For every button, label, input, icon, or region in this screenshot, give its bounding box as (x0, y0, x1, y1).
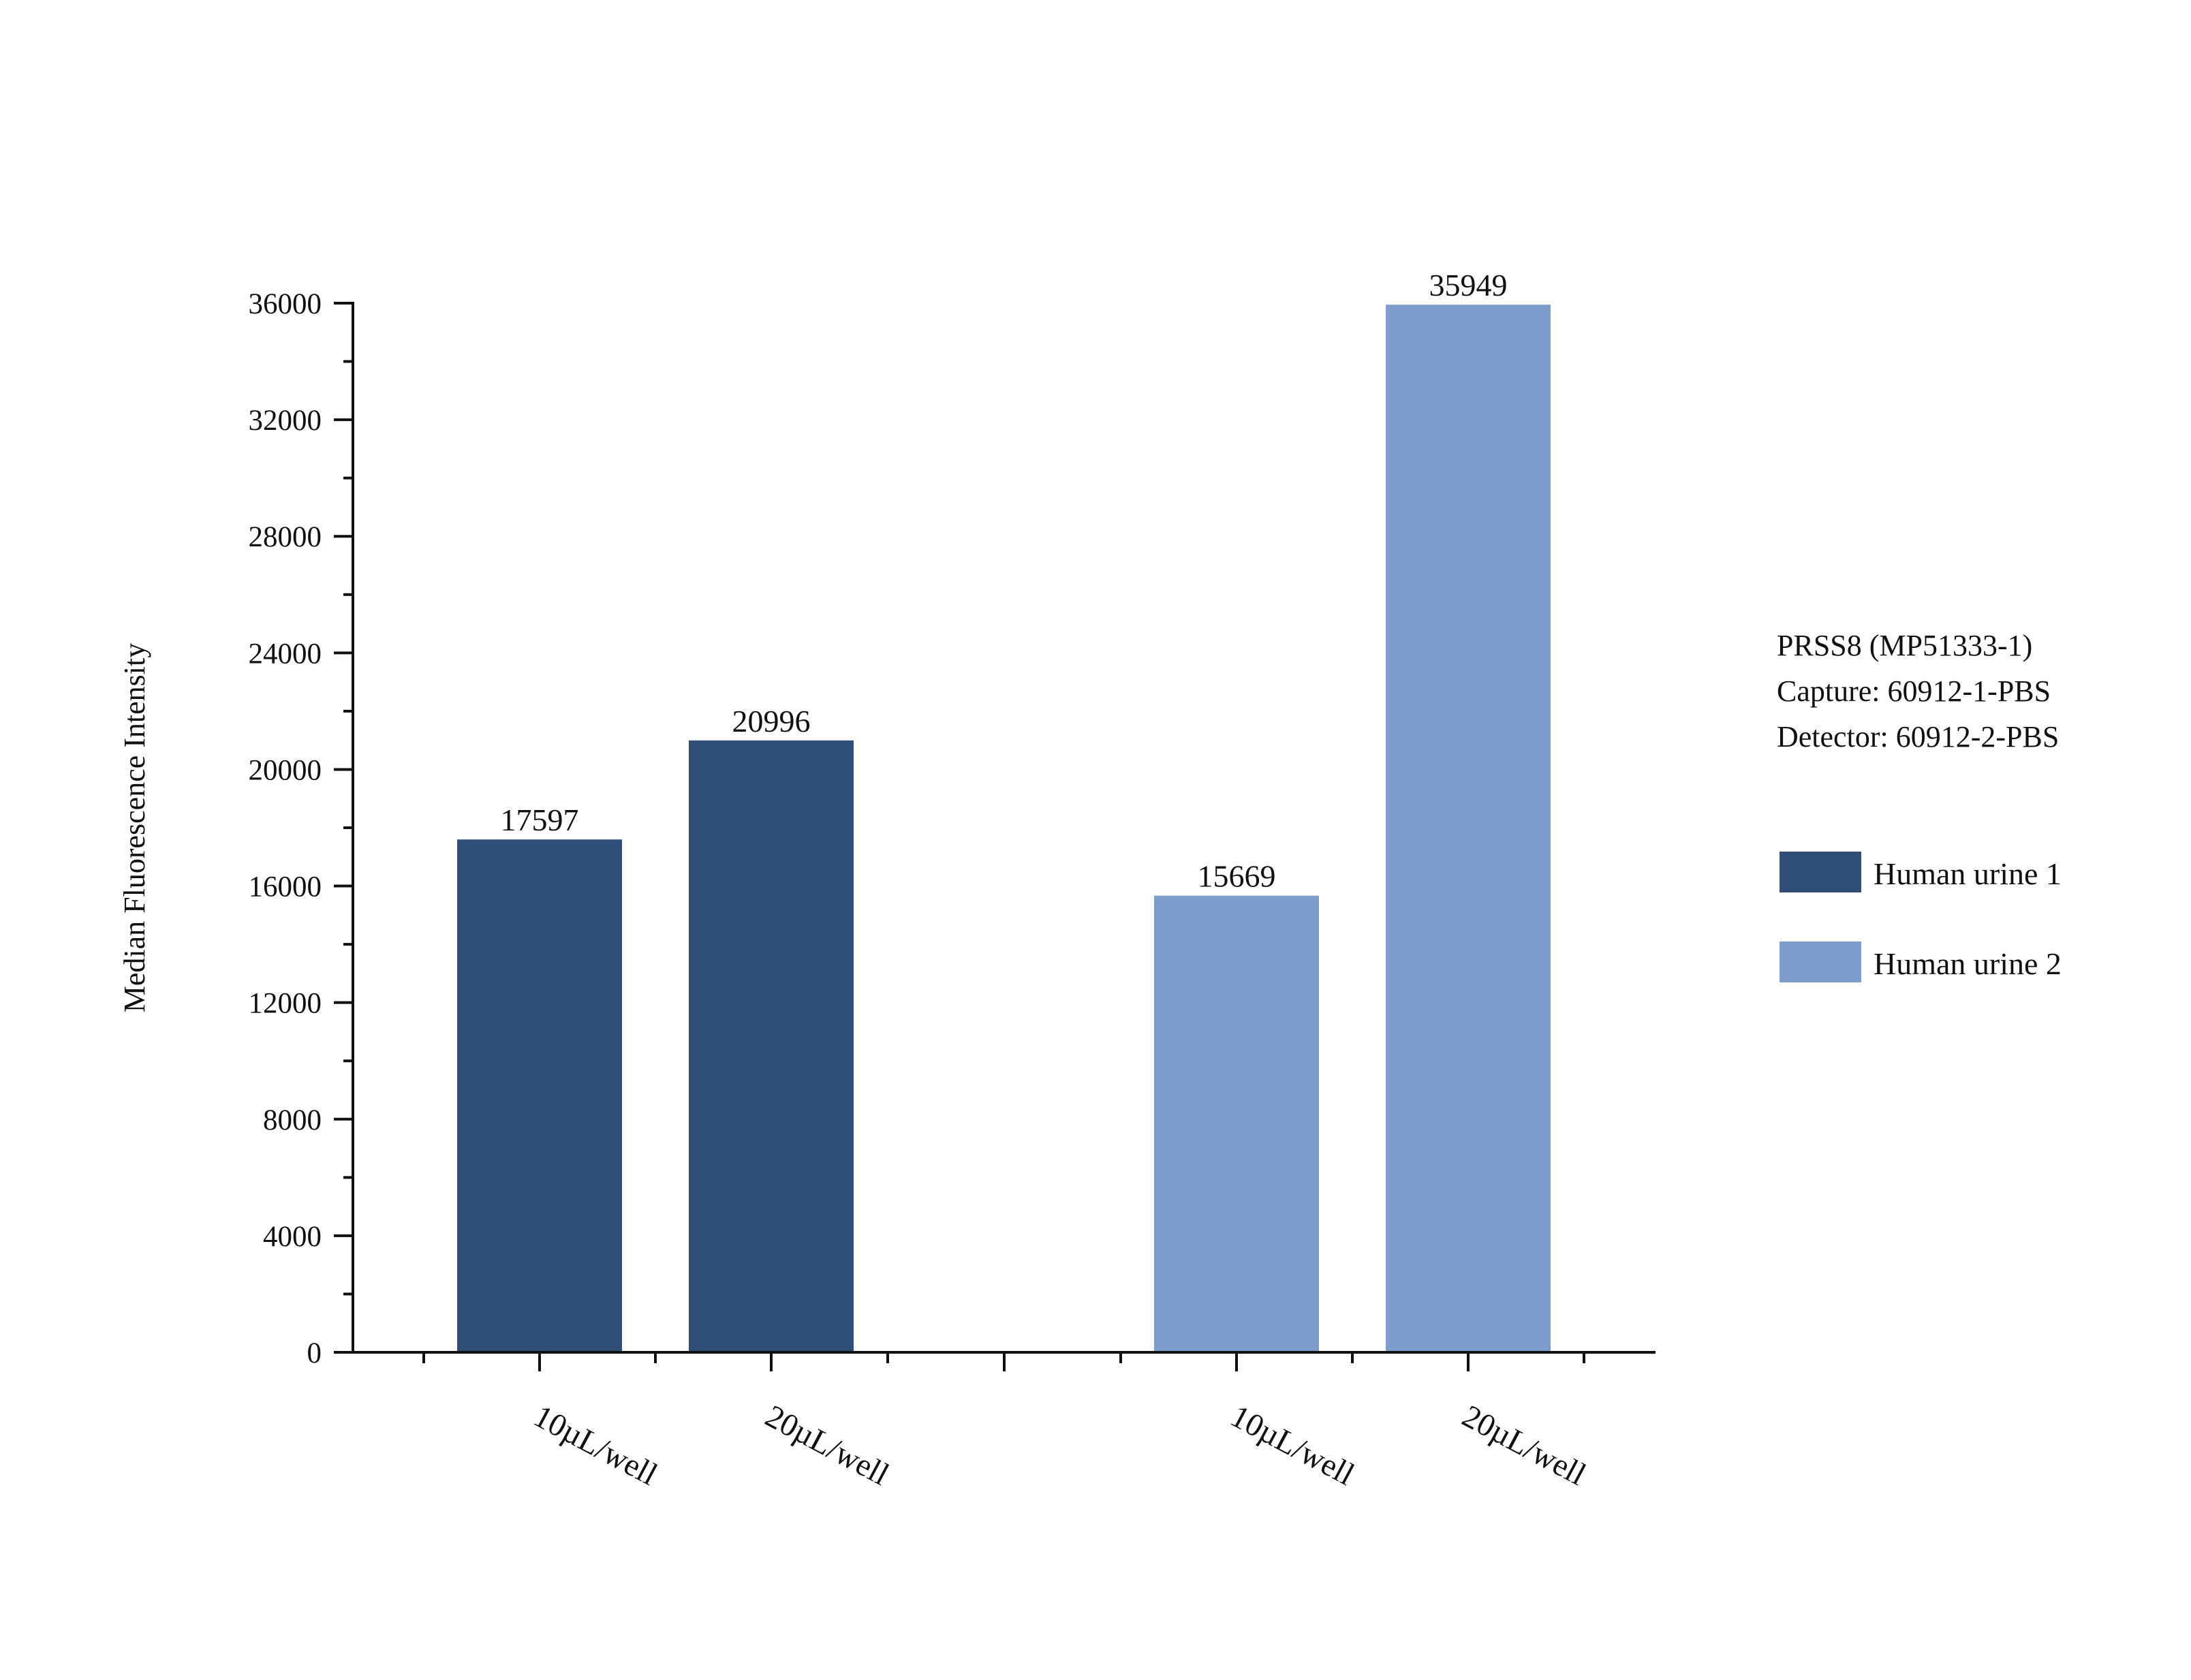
info-line-detector: Detector: 60912-2-PBS (1777, 720, 2059, 753)
data-label-2-1: 15669 (1198, 859, 1276, 894)
bar-2-1 (1154, 895, 1319, 1352)
legend-swatch-human-urine-1 (1780, 852, 1861, 892)
y-tick-label: 8000 (263, 1104, 322, 1136)
bars-layer (457, 305, 1551, 1353)
y-tick-label: 32000 (249, 405, 322, 437)
category-label-2-2: 20µL/well (1457, 1399, 1591, 1493)
y-tick-label: 20000 (249, 754, 322, 786)
axes-layer (334, 302, 1656, 1371)
y-tick-label: 28000 (249, 521, 322, 553)
chart-info: PRSS8 (MP51333-1) Capture: 60912-1-PBS D… (1777, 629, 2059, 753)
category-label-1-2: 20µL/well (760, 1399, 895, 1493)
data-label-1-2: 20996 (732, 704, 811, 738)
info-line-target: PRSS8 (MP51333-1) (1777, 629, 2032, 662)
legend: Human urine 1 Human urine 2 (1780, 852, 2062, 982)
y-tick-label: 0 (307, 1337, 322, 1369)
info-line-capture: Capture: 60912-1-PBS (1777, 674, 2051, 708)
category-label-1-1: 10µL/well (528, 1399, 663, 1493)
legend-swatch-human-urine-2 (1780, 942, 1861, 982)
y-tick-label: 16000 (249, 871, 322, 903)
bar-1-1 (457, 839, 622, 1352)
data-label-2-2: 35949 (1429, 268, 1508, 302)
y-tick-label: 4000 (263, 1221, 322, 1253)
bar-1-2 (689, 740, 854, 1352)
category-label-2-1: 10µL/well (1225, 1399, 1360, 1493)
y-tick-label: 24000 (249, 638, 322, 670)
legend-label-human-urine-1: Human urine 1 (1874, 856, 2062, 891)
y-axis-title: Median Fluorescence Intensity (118, 643, 151, 1013)
legend-label-human-urine-2: Human urine 2 (1874, 946, 2062, 981)
y-tick-label: 36000 (249, 288, 322, 320)
y-tick-label: 12000 (249, 988, 322, 1020)
data-label-1-1: 17597 (501, 803, 579, 837)
bar-2-2 (1386, 305, 1551, 1353)
